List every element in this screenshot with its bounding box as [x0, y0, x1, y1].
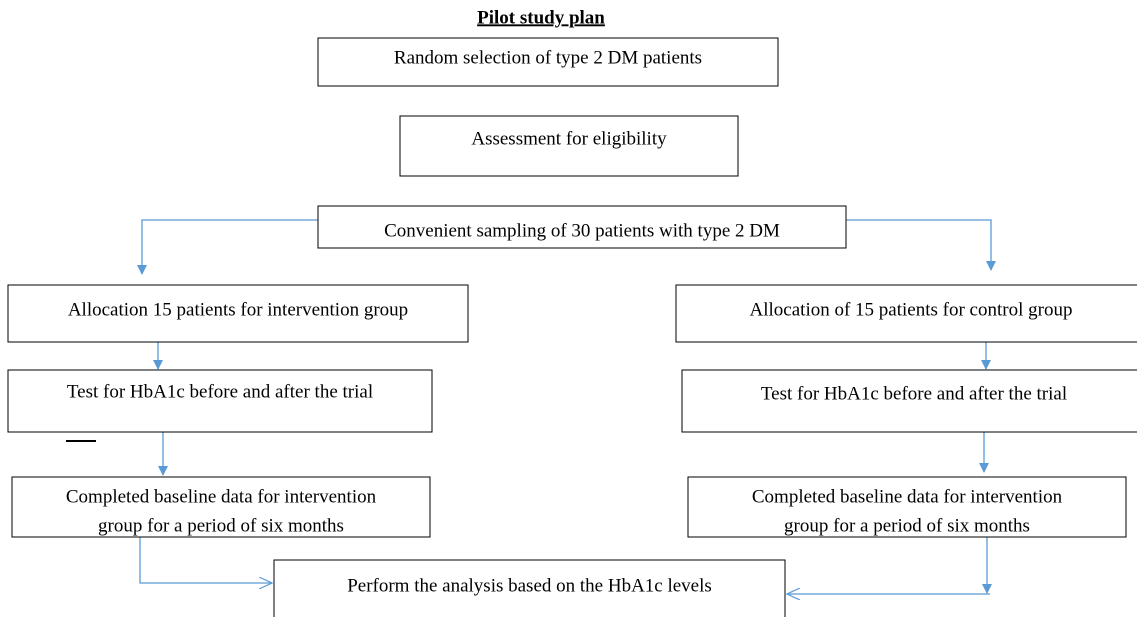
- node-box: [273, 559, 786, 617]
- arrow: [139, 537, 272, 583]
- node-label: group for a period of six months: [98, 515, 344, 536]
- title: Pilot study plan: [477, 7, 605, 28]
- node-label: Allocation of 15 patients for control gr…: [750, 299, 1073, 320]
- node-box: [11, 476, 431, 538]
- node-label: Allocation 15 patients for intervention …: [68, 299, 408, 320]
- node-label: Convenient sampling of 30 patients with …: [384, 220, 780, 241]
- arrow: [137, 219, 318, 275]
- node-label: Completed baseline data for intervention: [752, 486, 1063, 507]
- node-label: Test for HbA1c before and after the tria…: [761, 383, 1067, 404]
- node-box: [317, 205, 847, 249]
- node-box: [687, 476, 1127, 538]
- node-label: Test for HbA1c before and after the tria…: [67, 381, 373, 402]
- node-label: Assessment for eligibility: [471, 128, 667, 149]
- node-box: [675, 284, 1137, 343]
- node-box: [7, 369, 433, 433]
- node-box: [7, 284, 469, 343]
- node-label: Perform the analysis based on the HbA1c …: [347, 575, 712, 596]
- arrow: [846, 219, 996, 271]
- node-label: Completed baseline data for intervention: [66, 486, 377, 507]
- node-box: [317, 37, 779, 87]
- node-box: [399, 115, 739, 177]
- arrows: [137, 219, 996, 594]
- node-box: [681, 369, 1137, 433]
- node-label: Random selection of type 2 DM patients: [394, 47, 702, 68]
- node-label: group for a period of six months: [784, 515, 1030, 536]
